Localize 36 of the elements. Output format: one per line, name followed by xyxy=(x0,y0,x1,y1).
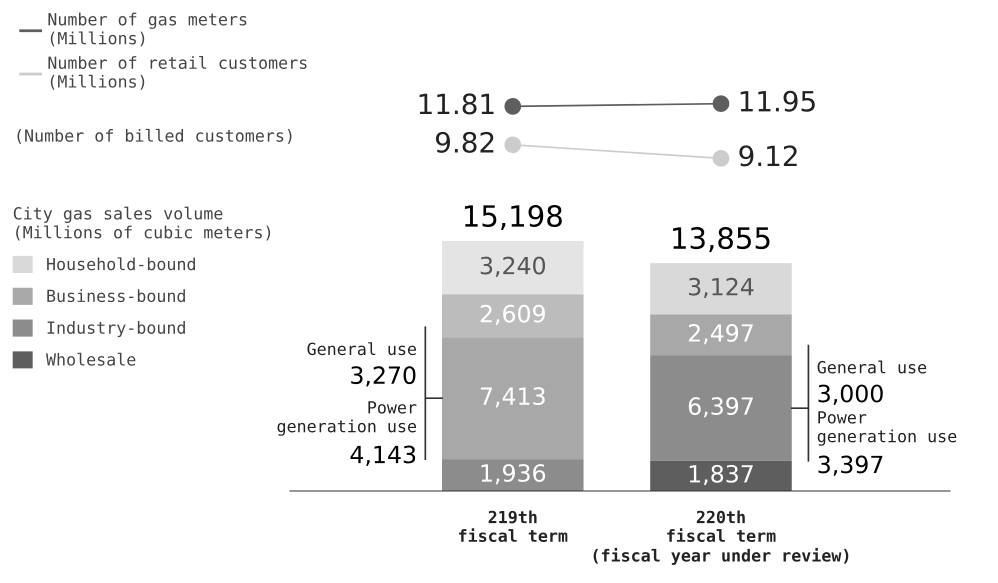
data-label: 11.95 xyxy=(740,90,815,112)
legend-label: Business-bound xyxy=(47,289,185,302)
point xyxy=(712,95,730,112)
total-label: 13,855 xyxy=(673,227,770,252)
data-label: 2,497 xyxy=(688,324,753,344)
data-label: 3,124 xyxy=(688,278,754,298)
legend-label: Number of retail customers (Millions) xyxy=(48,56,307,90)
data-label: 9.82 xyxy=(436,132,494,153)
legend-label: Industry-bound xyxy=(48,321,185,338)
bar xyxy=(442,241,584,294)
data-label: 3,240 xyxy=(480,256,546,277)
data-label: 2,609 xyxy=(480,304,545,326)
annotation: General use 3,270 xyxy=(307,342,416,387)
point xyxy=(504,136,522,154)
legend-label: Household-bound xyxy=(47,257,195,270)
legend-title: City gas sales volume (Millions of cubic meters) xyxy=(14,206,270,240)
bar xyxy=(650,460,792,491)
text: (Number of billed customers) xyxy=(17,128,292,144)
data-label: 1,936 xyxy=(482,464,546,484)
point xyxy=(712,150,730,167)
data-label: 1,837 xyxy=(690,464,753,486)
legend-label: Wholesale xyxy=(46,352,136,366)
x-tick-label: 220th fiscal term (fiscal year under review) xyxy=(594,510,848,565)
bar xyxy=(650,263,792,314)
data-label: 7,413 xyxy=(480,387,545,408)
total-label: 15,198 xyxy=(464,204,562,230)
legend-label: Number of gas meters (Millions) xyxy=(48,12,246,46)
point xyxy=(504,98,522,115)
annotation: Power generation use 3,397 xyxy=(818,411,956,476)
x-tick-label: 219th fiscal term xyxy=(459,510,568,542)
bar xyxy=(442,294,584,338)
data-label: 6,397 xyxy=(688,397,753,418)
data-label: 11.81 xyxy=(420,93,494,114)
data-label: 9.12 xyxy=(739,145,797,166)
annotation: General use 3,000 xyxy=(818,360,926,405)
annotation: Power generation use 4,143 xyxy=(278,401,416,466)
